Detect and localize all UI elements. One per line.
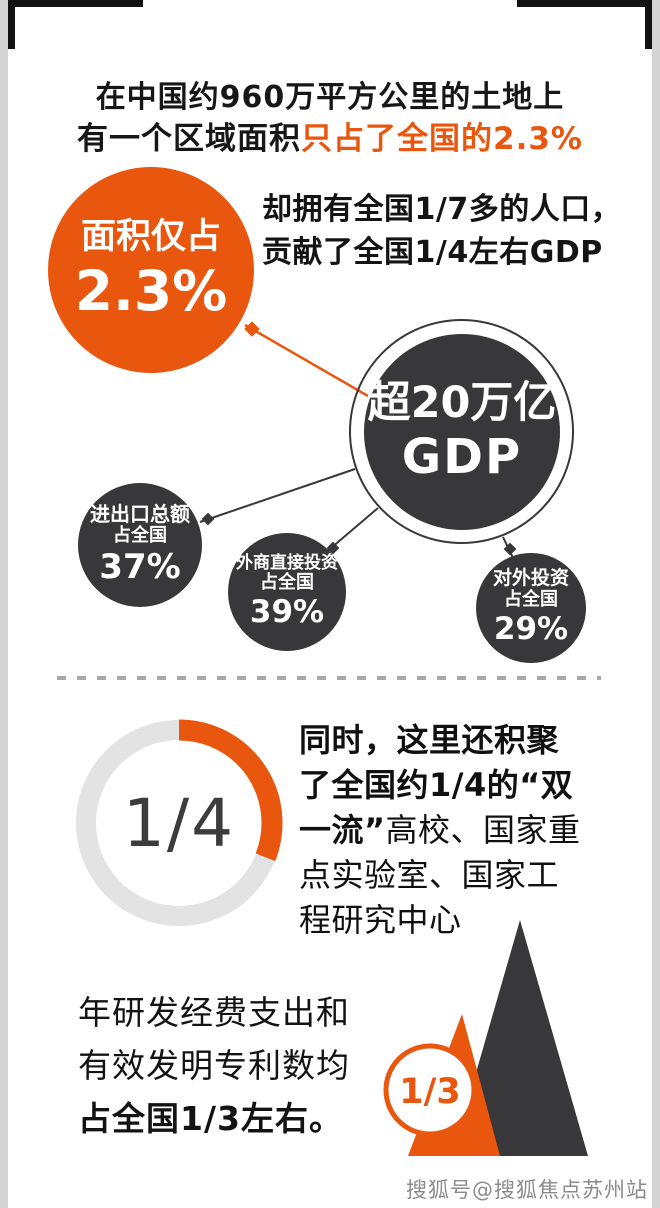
stat-bubble-odi-value: 29%: [493, 610, 569, 647]
third-badge-circle: [383, 1043, 477, 1137]
rnd-line-2: 有效发明专利数均: [78, 1046, 350, 1085]
header-line-1: 在中国约960万平方公里的土地上: [95, 80, 565, 115]
quarter-ring-chart: [75, 719, 283, 927]
frame-corner-top-right: [517, 0, 652, 49]
intro-text: 却拥有全国1/7多的人口， 贡献了全国1/4左右GDP: [262, 188, 621, 274]
rnd-paragraph: 年研发经费支出和 有效发明专利数均 占全国1/3左右。: [78, 986, 350, 1145]
stat-bubble-fdi: 外商直接投资 占全国 39%: [228, 533, 346, 651]
stat-bubble-fdi-value: 39%: [249, 593, 325, 630]
mountain-graphic: 1/3: [383, 920, 588, 1156]
third-badge-value: 1/3: [399, 1072, 461, 1112]
gdp-bubble-unit: GDP: [401, 429, 523, 486]
intro-line-2: 贡献了全国1/4左右GDP: [262, 235, 603, 270]
gdp-bubble-value: 超20万亿: [367, 377, 557, 428]
stat-bubble-export-scope: 占全国: [113, 525, 167, 547]
talent-text-rest: 高校、国家重点实验室、国家工程研究中心: [299, 811, 581, 939]
rnd-line-3: 占全国1/3左右。: [78, 1099, 343, 1138]
stat-bubble-export-value: 37%: [99, 546, 181, 587]
header-line-2-black: 有一个区域面积: [77, 121, 301, 157]
gdp-bubble-outline: [349, 319, 574, 544]
stat-bubble-odi-scope: 占全国: [504, 589, 558, 611]
watermark: 搜狐号@搜狐焦点苏州站: [406, 1178, 648, 1202]
area-bubble-value: 2.3%: [74, 258, 228, 323]
stat-bubble-fdi-name: 外商直接投资: [236, 552, 338, 573]
intro-line-1: 却拥有全国1/7多的人口，: [262, 192, 622, 227]
stat-bubble-fdi-scope: 占全国: [260, 572, 314, 594]
talent-paragraph: 同时，这里还积聚了全国约1/4的“双一流”高校、国家重点实验室、国家工程研究中心: [299, 718, 591, 943]
gdp-bubble: 超20万亿 GDP: [364, 334, 560, 530]
stat-bubble-odi-name: 对外投资: [492, 567, 569, 590]
stat-bubble-odi: 对外投资 占全国 29%: [476, 553, 586, 663]
talent-text-bold: 同时，这里还积聚了全国约1/4的“双一流”: [299, 721, 574, 849]
area-bubble-label: 面积仅占: [80, 217, 221, 258]
ring-label: 1/4: [122, 784, 236, 862]
stat-bubble-export-name: 进出口总额: [90, 502, 190, 527]
ring-arc: [75, 719, 283, 927]
stat-bubble-export: 进出口总额 占全国 37%: [78, 483, 202, 607]
dark-mountain: [452, 920, 588, 1156]
area-bubble: 面积仅占 2.3%: [48, 167, 254, 373]
rnd-line-1: 年研发经费支出和: [78, 993, 350, 1032]
dashed-divider: [57, 676, 601, 680]
header-line-2-accent: 只占了全国的2.3%: [301, 121, 583, 157]
frame-corner-top-left: [8, 0, 143, 49]
header-line-2: 有一个区域面积只占了全国的2.3%: [8, 113, 652, 158]
